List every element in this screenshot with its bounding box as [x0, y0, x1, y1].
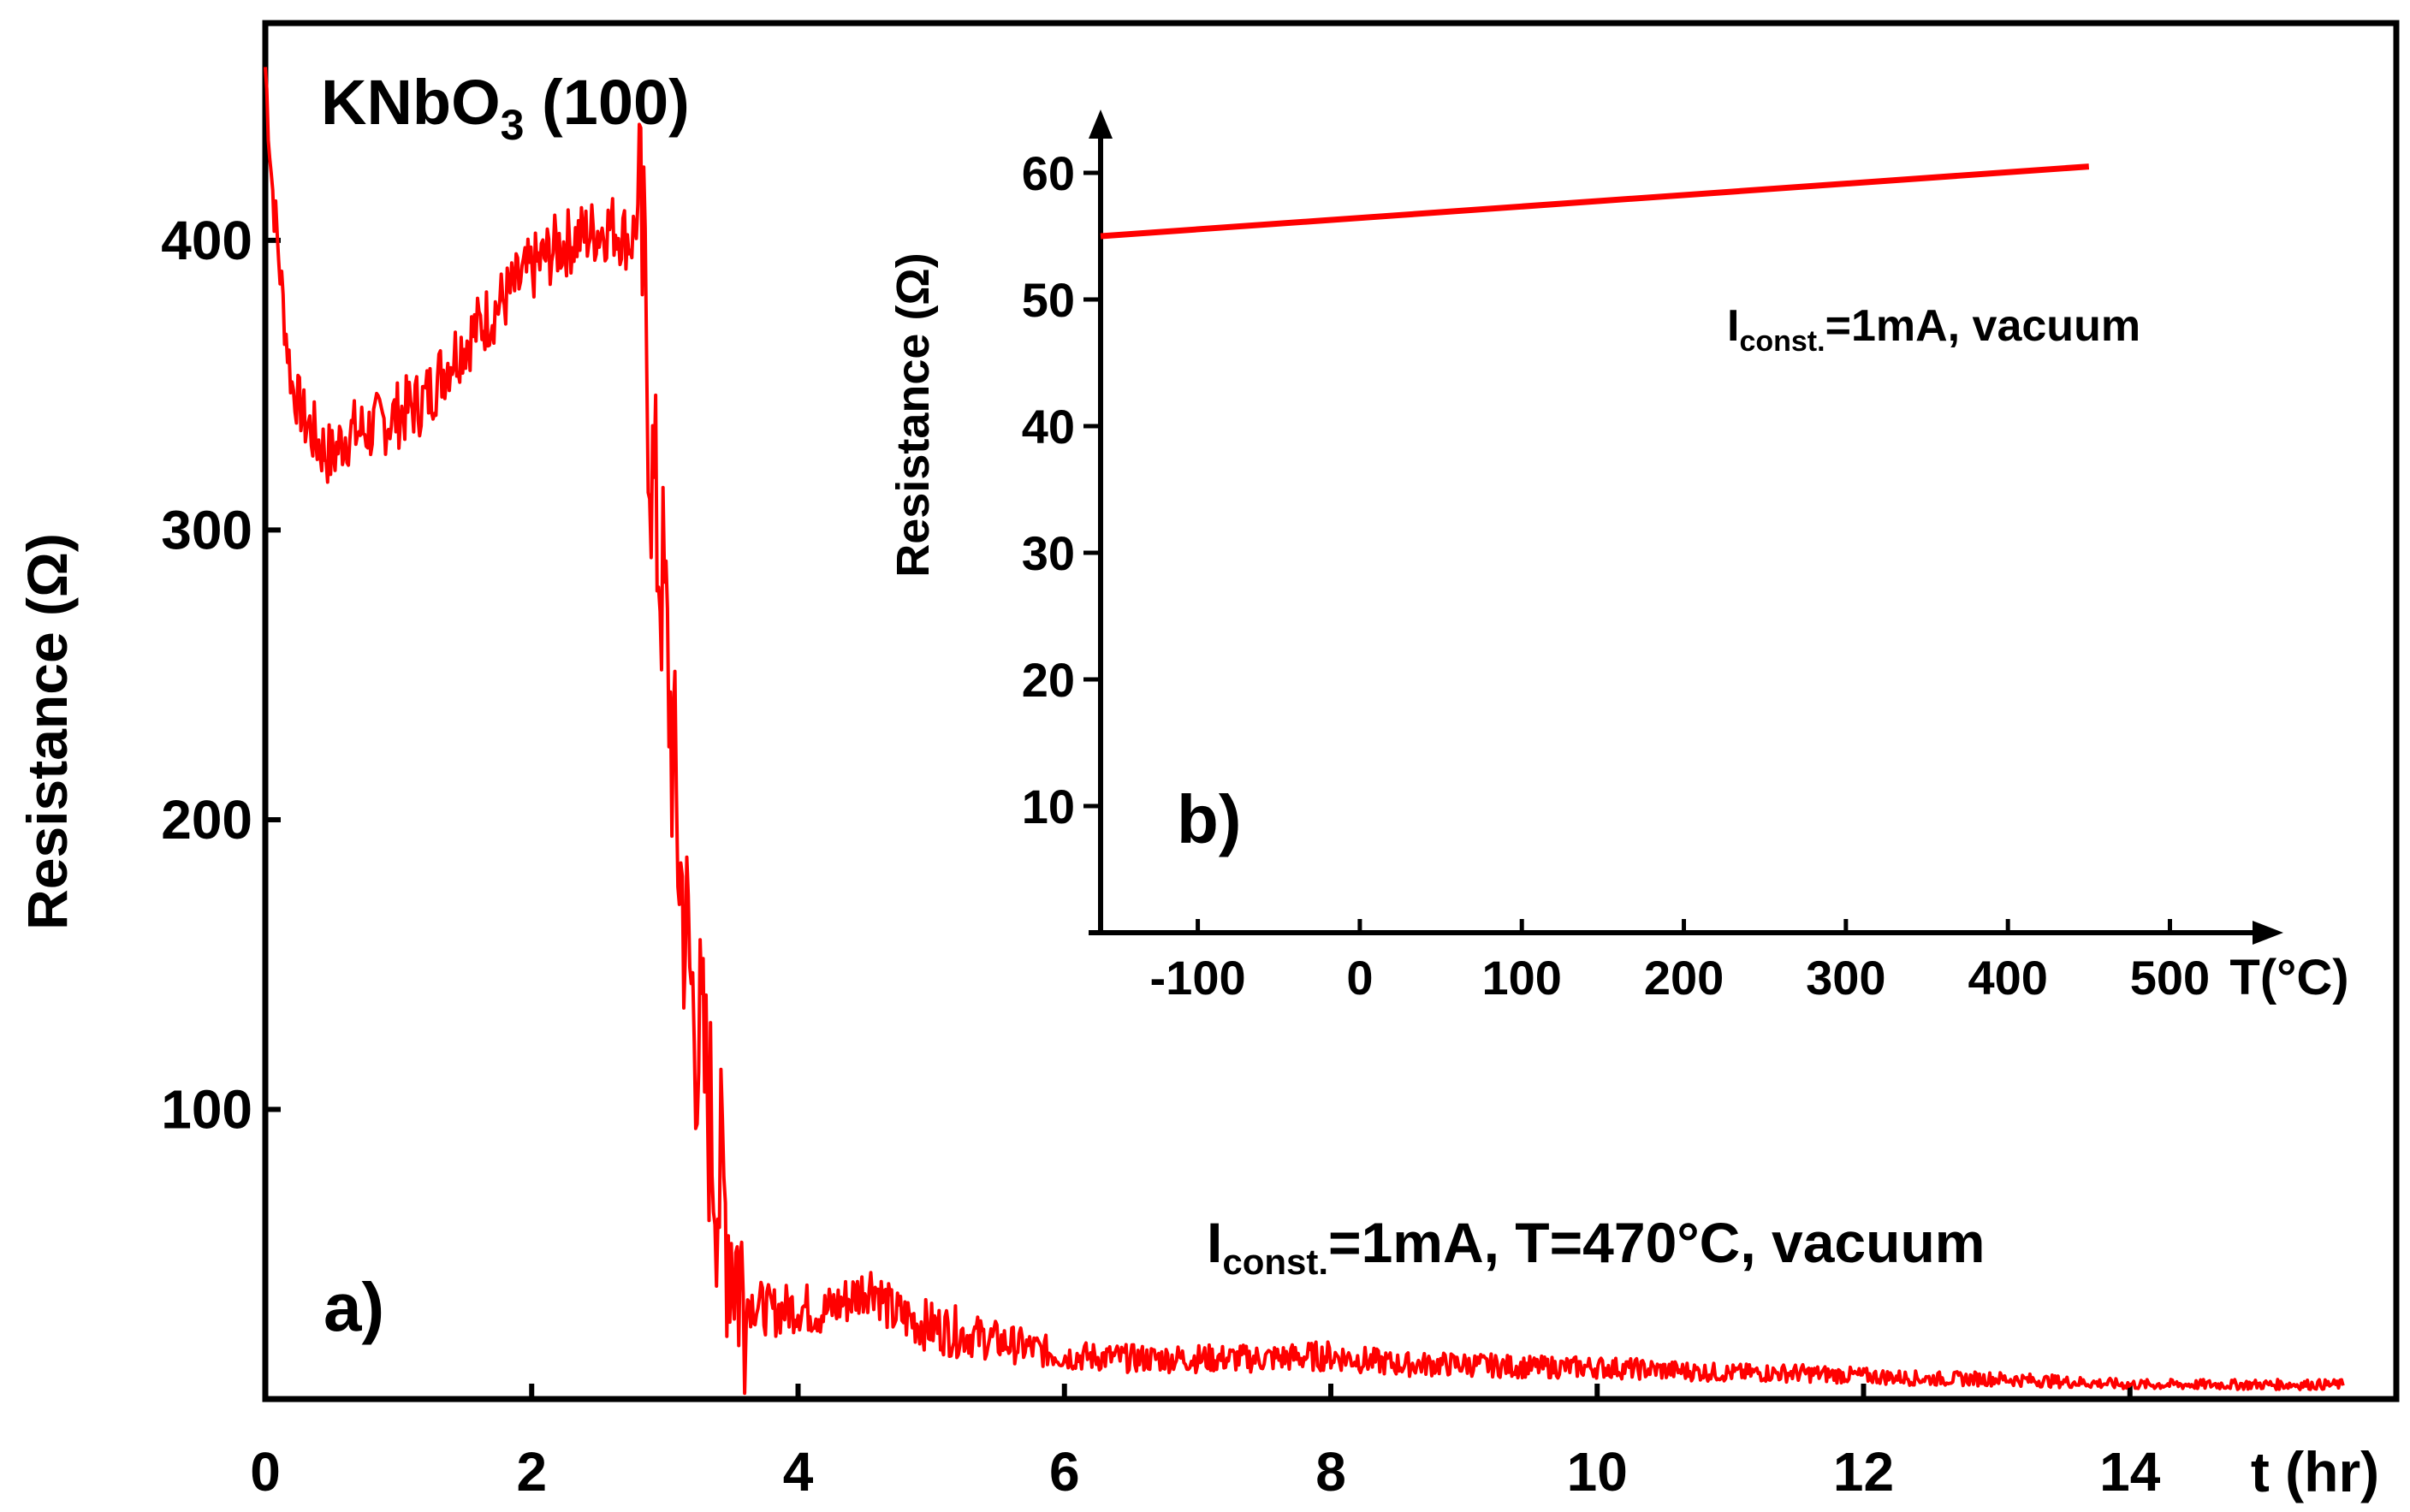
inset-series-line — [1100, 163, 2090, 240]
inset-x-tick-label: 500 — [2130, 951, 2210, 1005]
inset-x-tick-label: 400 — [1968, 951, 2047, 1005]
inset-y-tick-label: 50 — [1022, 273, 1075, 327]
inset-x-axis-arrow-icon — [2253, 921, 2283, 945]
inset-annotation: Iconst.=1mA, vacuum — [1727, 301, 2140, 358]
inset-x-tick-label: 100 — [1482, 951, 1562, 1005]
inset-y-tick-label: 10 — [1022, 780, 1075, 833]
inset-y-tick-label: 30 — [1022, 526, 1075, 580]
main-y-tick-label: 200 — [161, 789, 252, 851]
main-x-ticks: 0 2 4 6 8 10 12 14 — [250, 1384, 2161, 1503]
main-x-axis-label: t (hr) — [2251, 1440, 2379, 1503]
main-x-tick-label: 14 — [2099, 1441, 2161, 1503]
inset-x-tick-label: 0 — [1346, 951, 1373, 1005]
main-x-tick-label: 12 — [1833, 1441, 1894, 1503]
panel-b-label: b) — [1177, 781, 1242, 857]
inset-x-tick-label: -100 — [1150, 951, 1246, 1005]
main-title: KNbO3 (100) — [321, 67, 690, 149]
inset-y-tick-label: 40 — [1022, 400, 1075, 454]
main-x-tick-label: 10 — [1567, 1441, 1628, 1503]
inset-y-axis-arrow-icon — [1089, 110, 1113, 139]
main-x-tick-label: 6 — [1049, 1441, 1080, 1503]
inset-x-axis-label: T(°C) — [2229, 950, 2348, 1005]
inset-x-ticks: -100 0 100 200 300 400 500 — [1150, 919, 2210, 1005]
inset-x-tick-label: 200 — [1644, 951, 1724, 1005]
main-x-tick-label: 4 — [783, 1441, 814, 1503]
main-y-tick-label: 100 — [161, 1078, 252, 1140]
main-y-axis-label: Resistance (Ω) — [15, 533, 79, 930]
main-y-tick-label: 300 — [161, 499, 252, 560]
main-x-tick-label: 0 — [250, 1441, 281, 1503]
main-x-tick-label: 8 — [1315, 1441, 1346, 1503]
main-x-tick-label: 2 — [516, 1441, 547, 1503]
inset-y-axis-label: Resistance (Ω) — [887, 252, 939, 577]
main-series-line — [264, 67, 2345, 1396]
inset-x-tick-label: 300 — [1806, 951, 1885, 1005]
inset-y-ticks: 10 20 30 40 50 60 — [1022, 146, 1101, 833]
inset-y-tick-label: 60 — [1022, 146, 1075, 200]
main-y-ticks: 100 200 300 400 — [161, 210, 281, 1140]
panel-a-label: a) — [324, 1269, 384, 1345]
inset-y-tick-label: 20 — [1022, 653, 1075, 707]
main-y-tick-label: 400 — [161, 210, 252, 271]
main-annotation: Iconst.=1mA, T=470°C, vacuum — [1207, 1211, 1985, 1282]
